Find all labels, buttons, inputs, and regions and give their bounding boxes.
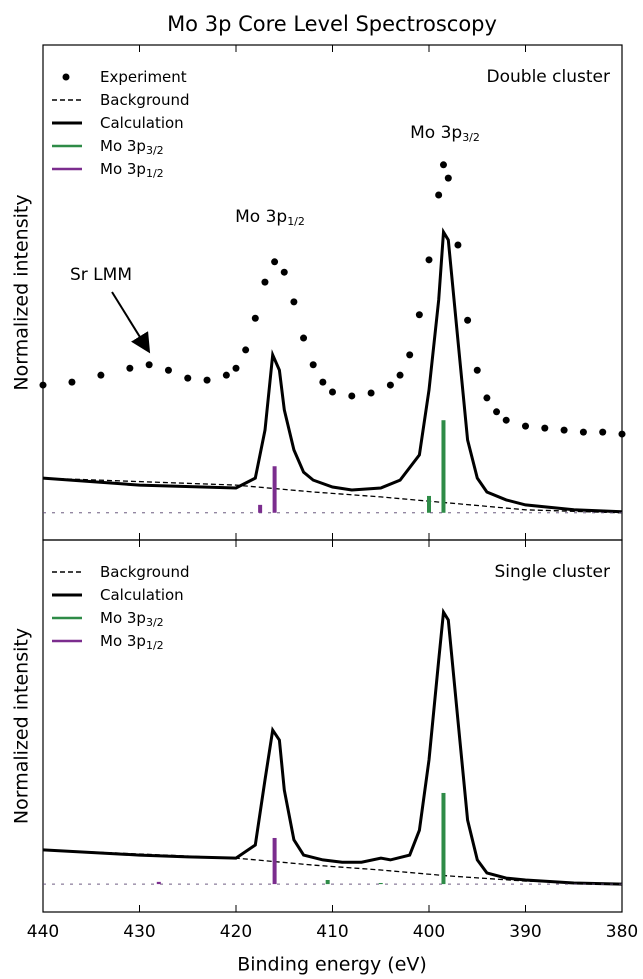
- data-point: [435, 191, 443, 199]
- data-point: [348, 392, 356, 400]
- y-axis-label: Normalized intensity: [11, 628, 33, 824]
- data-point: [184, 374, 192, 382]
- data-point: [126, 364, 134, 372]
- legend-label: Mo 3p3/2: [100, 609, 164, 630]
- calculation-line: [42, 227, 623, 514]
- legend-label: Mo 3p3/2: [100, 137, 164, 158]
- data-point: [329, 388, 336, 396]
- legend-label: Background: [100, 563, 190, 581]
- stick: [427, 495, 431, 513]
- data-point: [579, 428, 587, 436]
- panel-label: Double cluster: [487, 67, 610, 87]
- legend-marker: [62, 73, 70, 81]
- data-point: [145, 361, 153, 369]
- stick: [272, 466, 277, 513]
- stick: [441, 792, 446, 885]
- data-point: [68, 378, 76, 386]
- data-point: [464, 316, 472, 324]
- data-point: [309, 361, 317, 369]
- stick: [272, 837, 277, 885]
- data-point: [251, 314, 259, 322]
- data-point: [618, 430, 626, 438]
- data-point: [242, 346, 250, 354]
- panel-label: Single cluster: [495, 562, 610, 582]
- data-point: [473, 366, 481, 374]
- x-tick-label: 430: [123, 922, 155, 942]
- data-point: [386, 381, 394, 389]
- data-point: [222, 371, 230, 379]
- data-point: [406, 351, 414, 359]
- data-point: [439, 161, 447, 169]
- legend-label: Mo 3p1/2: [100, 160, 164, 181]
- legend-label: Calculation: [100, 586, 184, 604]
- data-point: [319, 378, 327, 386]
- data-point: [367, 389, 375, 397]
- data-point: [502, 416, 510, 424]
- data-point: [97, 371, 105, 379]
- x-tick-label: 400: [413, 922, 445, 942]
- stick: [258, 504, 263, 513]
- data-point: [290, 298, 298, 306]
- x-tick-label: 380: [606, 922, 638, 942]
- data-point: [599, 428, 607, 436]
- annotation: Mo 3p1/2: [235, 207, 305, 228]
- data-point: [271, 258, 279, 266]
- data-point: [425, 256, 433, 264]
- data-point: [522, 422, 529, 430]
- data-point: [396, 371, 404, 379]
- annotation: Mo 3p3/2: [410, 123, 480, 144]
- data-point: [483, 394, 491, 402]
- data-point: [232, 364, 240, 372]
- data-point: [280, 268, 288, 276]
- data-point: [164, 366, 172, 374]
- legend-label: Experiment: [100, 68, 187, 86]
- data-point: [541, 424, 549, 432]
- x-tick-label: 390: [509, 922, 541, 942]
- stick: [441, 420, 446, 513]
- data-point: [560, 426, 568, 434]
- background-line: [42, 477, 623, 514]
- calculation-line: [42, 607, 623, 886]
- stick: [378, 882, 383, 885]
- data-point: [493, 408, 501, 416]
- data-point: [261, 278, 269, 286]
- data-point: [39, 381, 47, 389]
- legend-label: Mo 3p1/2: [100, 632, 164, 653]
- data-point: [444, 174, 452, 182]
- legend-label: Calculation: [100, 114, 184, 132]
- legend-label: Background: [100, 91, 190, 109]
- stick: [156, 881, 161, 885]
- chart-title: Mo 3p Core Level Spectroscopy: [167, 12, 497, 36]
- data-point: [203, 376, 211, 384]
- x-axis-label: Binding energy (eV): [237, 954, 427, 976]
- x-tick-label: 420: [220, 922, 252, 942]
- annotation-arrow: [111, 291, 151, 354]
- x-tick-label: 410: [316, 922, 348, 942]
- data-point: [415, 311, 423, 319]
- x-tick-label: 440: [27, 922, 59, 942]
- data-point: [300, 334, 308, 342]
- stick: [325, 880, 330, 885]
- data-point: [454, 241, 462, 249]
- y-axis-label: Normalized intensity: [11, 194, 33, 390]
- annotation: Sr LMM: [70, 265, 132, 285]
